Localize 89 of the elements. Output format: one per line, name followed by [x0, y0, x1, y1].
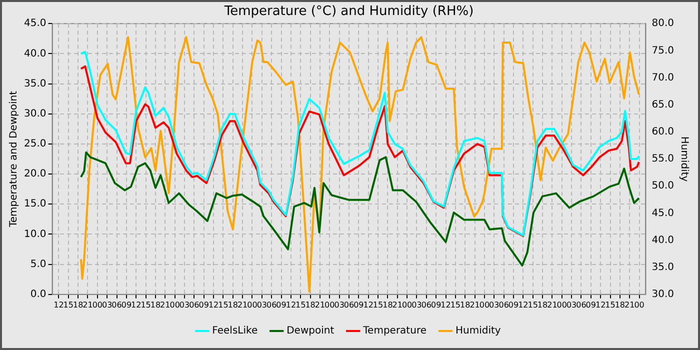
x-tick-label: 03	[566, 300, 577, 310]
y2-tick-label: 55.0	[652, 154, 674, 165]
y-tick-label: 30.0	[24, 108, 46, 120]
x-tick-label: 21	[237, 300, 248, 310]
x-tick-label: 15	[528, 300, 538, 310]
x-tick-label: 00	[556, 300, 567, 310]
x-tick-label: 09	[276, 300, 286, 310]
x-tick-label: 12	[286, 300, 296, 310]
x-tick-label: 00	[479, 300, 490, 310]
y2-tick-label: 40.0	[652, 234, 674, 246]
x-tick-label: 09	[354, 300, 364, 310]
x-tick-label: 15	[605, 300, 616, 310]
x-tick-label: 09	[586, 300, 596, 310]
y2-tick-label: 50.0	[652, 180, 674, 192]
x-tick-label: 12	[518, 300, 528, 310]
legend-label: Dewpoint	[286, 326, 334, 337]
x-tick-label: 06	[344, 300, 354, 310]
x-tick-label: 09	[430, 300, 442, 310]
y2-tick-label: 60.0	[652, 126, 674, 138]
x-tick-label: 00	[170, 300, 180, 310]
y-tick-label: 40.0	[24, 48, 46, 60]
y2-tick-label: 35.0	[652, 262, 674, 273]
y-tick-label: 20.0	[24, 168, 46, 180]
x-tick-label: 06	[266, 300, 277, 310]
x-tick-label: 03	[412, 300, 422, 310]
x-tick-label: 15	[63, 300, 74, 310]
y2-tick-label: 30.0	[652, 288, 674, 300]
legend-label: FeelsLike	[212, 326, 258, 337]
x-tick-label: 15	[296, 300, 306, 310]
x-tick-label: 21	[392, 300, 402, 310]
x-tick-label: 00	[247, 300, 258, 310]
x-tick-label: 18	[537, 300, 548, 310]
x-tick-label: 21	[314, 300, 326, 310]
x-tick-label: 21	[547, 300, 558, 310]
y-tick-label: 5.0	[30, 258, 46, 270]
y-tick-label: 35.0	[24, 78, 46, 90]
x-tick-label: 21	[82, 300, 93, 310]
x-tick-label: 12	[54, 300, 64, 310]
y2-tick-label: 70.0	[652, 72, 674, 84]
x-tick-label: 06	[189, 300, 200, 310]
y-tick-label: 45.0	[24, 18, 46, 30]
x-tick-label: 12	[131, 300, 142, 310]
x-tick-label: 12	[363, 300, 374, 310]
x-tick-label: 03	[489, 300, 500, 310]
x-tick-label: 21	[470, 300, 480, 310]
x-tick-label: 21	[624, 300, 635, 310]
x-tick-label: 18	[305, 300, 316, 310]
x-tick-label: 03	[102, 300, 112, 310]
x-tick-label: 18	[150, 300, 161, 310]
y2-tick-label: 75.0	[652, 45, 674, 56]
x-tick-label: 18	[382, 300, 393, 310]
y2-tick-label: 65.0	[652, 99, 674, 110]
chart-title: Temperature (°C) and Humidity (RH%)	[223, 4, 474, 20]
x-tick-label: 15	[140, 300, 151, 310]
x-tick-label: 09	[508, 300, 519, 310]
x-tick-label: 18	[614, 300, 626, 310]
x-tick-label: 06	[498, 300, 509, 310]
y-axis-title: Temperature and Dewpoint	[8, 90, 20, 228]
y-tick-label: 10.0	[24, 228, 46, 240]
x-tick-label: 15	[372, 300, 384, 310]
x-tick-label: 06	[421, 300, 432, 310]
x-tick-label: 00	[92, 300, 103, 310]
x-tick-label: 18	[460, 300, 470, 310]
x-tick-label: 21	[160, 300, 170, 310]
x-tick-label: 12	[595, 300, 606, 310]
x-tick-label: 12	[440, 300, 451, 310]
y2-tick-label: 80.0	[652, 18, 674, 30]
x-tick-label: 03	[256, 300, 268, 310]
x-tick-label: 09	[121, 300, 132, 310]
x-tick-label: 03	[179, 300, 190, 310]
y-tick-label: 0.0	[30, 288, 46, 300]
y-tick-label: 25.0	[24, 138, 46, 150]
x-tick-label: 15	[450, 300, 461, 310]
legend-label: Humidity	[455, 326, 501, 337]
x-tick-label: 06	[112, 300, 122, 310]
x-tick-label: 09	[198, 300, 209, 310]
y2-tick-label: 45.0	[652, 208, 674, 219]
legend-label: Temperature	[362, 326, 426, 337]
x-tick-label: 00	[324, 300, 335, 310]
x-tick-label: 18	[72, 300, 84, 310]
x-tick-label: 00	[402, 300, 412, 310]
x-tick-label: 06	[576, 300, 586, 310]
x-tick-label: 18	[228, 300, 238, 310]
x-tick-label: 15	[218, 300, 228, 310]
x-tick-label: 12	[208, 300, 219, 310]
x-tick-label: 00	[634, 300, 644, 310]
x-tick-label: 03	[334, 300, 344, 310]
y-tick-label: 15.0	[24, 198, 46, 210]
y2-axis-title: Humidity	[678, 136, 690, 182]
